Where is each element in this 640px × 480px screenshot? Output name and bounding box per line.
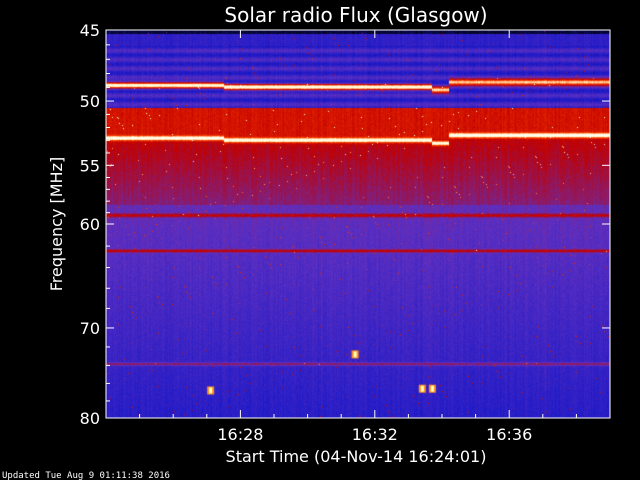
- x-axis-ticks: 16:28 16:32 16:36: [139, 30, 577, 444]
- updated-timestamp: Updated Tue Aug 9 01:11:38 2016: [2, 471, 170, 480]
- y-tick-label: 60: [80, 215, 100, 234]
- y-tick-label: 55: [80, 156, 100, 175]
- chart-title: Solar radio Flux (Glasgow): [224, 3, 487, 27]
- y-tick-label: 45: [80, 21, 100, 40]
- x-tick-label: 16:32: [352, 425, 398, 444]
- y-tick-label: 70: [80, 319, 100, 338]
- x-tick-label: 16:36: [486, 425, 532, 444]
- y-axis-ticks: 45 50 55 60 70 80: [80, 21, 610, 428]
- y-tick-label: 80: [80, 409, 100, 428]
- y-axis-label: Frequency [MHz]: [47, 157, 66, 291]
- spectrogram-plot-area: [105, 29, 611, 419]
- x-axis-label: Start Time (04-Nov-14 16:24:01): [226, 447, 487, 466]
- y-tick-label: 50: [80, 92, 100, 111]
- x-tick-label: 16:28: [217, 425, 263, 444]
- spectrogram-image: [106, 30, 610, 418]
